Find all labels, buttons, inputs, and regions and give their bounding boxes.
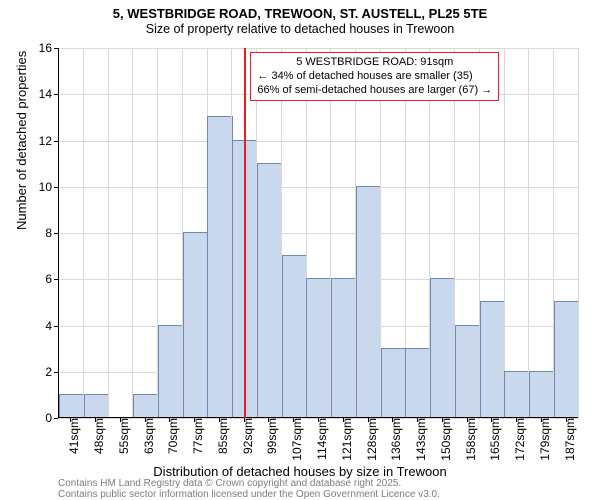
gridline-v bbox=[83, 48, 84, 418]
gridline-h bbox=[58, 233, 578, 234]
bar bbox=[207, 116, 232, 418]
xtick-label: 41sqm bbox=[68, 418, 82, 454]
gridline-v bbox=[132, 48, 133, 418]
annotation-line: 66% of semi-detached houses are larger (… bbox=[257, 84, 492, 98]
xtick-label: 55sqm bbox=[117, 418, 131, 454]
xtick-label: 143sqm bbox=[414, 418, 428, 461]
bar bbox=[381, 348, 406, 418]
page-subtitle: Size of property relative to detached ho… bbox=[0, 21, 600, 36]
gridline-v bbox=[108, 48, 109, 418]
xtick-label: 187sqm bbox=[563, 418, 577, 461]
y-axis-line bbox=[58, 48, 59, 418]
xtick-label: 136sqm bbox=[389, 418, 403, 461]
xtick-label: 158sqm bbox=[464, 418, 478, 461]
bar bbox=[84, 394, 109, 418]
ytick-label: 0 bbox=[45, 411, 52, 425]
xtick-label: 92sqm bbox=[241, 418, 255, 454]
xtick-label: 77sqm bbox=[191, 418, 205, 454]
ytick-label: 10 bbox=[39, 180, 52, 194]
xtick-label: 172sqm bbox=[513, 418, 527, 461]
bar bbox=[504, 371, 529, 418]
bar bbox=[455, 325, 480, 419]
xtick-label: 48sqm bbox=[92, 418, 106, 454]
reference-marker-line bbox=[244, 48, 246, 418]
gridline-v bbox=[578, 48, 579, 418]
bar bbox=[257, 163, 282, 418]
page-title: 5, WESTBRIDGE ROAD, TREWOON, ST. AUSTELL… bbox=[0, 0, 600, 21]
xtick-label: 70sqm bbox=[167, 418, 181, 454]
footer-line-1: Contains HM Land Registry data © Crown c… bbox=[58, 478, 440, 489]
annotation-box: 5 WESTBRIDGE ROAD: 91sqm← 34% of detache… bbox=[250, 52, 499, 101]
bar bbox=[405, 348, 430, 418]
bar bbox=[430, 278, 455, 418]
ytick-label: 6 bbox=[45, 272, 52, 286]
xtick-label: 63sqm bbox=[142, 418, 156, 454]
x-axis-line bbox=[58, 417, 578, 418]
ytick-label: 8 bbox=[45, 226, 52, 240]
bar bbox=[529, 371, 554, 418]
xtick-label: 99sqm bbox=[266, 418, 280, 454]
bar bbox=[282, 255, 307, 418]
xtick-label: 114sqm bbox=[315, 418, 329, 460]
xtick-label: 150sqm bbox=[439, 418, 453, 461]
xtick-label: 128sqm bbox=[365, 418, 379, 461]
footer-line-2: Contains public sector information licen… bbox=[58, 489, 440, 500]
xtick-label: 179sqm bbox=[538, 418, 552, 461]
xtick-label: 85sqm bbox=[216, 418, 230, 454]
ytick-label: 4 bbox=[45, 319, 52, 333]
ytick-label: 16 bbox=[39, 41, 52, 55]
bar bbox=[554, 301, 579, 418]
bar bbox=[331, 278, 356, 418]
bar bbox=[59, 394, 84, 418]
ytick-label: 14 bbox=[39, 87, 52, 101]
gridline-v bbox=[504, 48, 505, 418]
gridline-h bbox=[58, 187, 578, 188]
xtick-label: 121sqm bbox=[340, 418, 354, 461]
gridline-h bbox=[58, 48, 578, 49]
annotation-line: 5 WESTBRIDGE ROAD: 91sqm bbox=[257, 56, 492, 70]
bar bbox=[183, 232, 208, 418]
bar bbox=[158, 325, 183, 419]
x-axis-label: Distribution of detached houses by size … bbox=[0, 464, 600, 479]
ytick-label: 12 bbox=[39, 134, 52, 148]
ytick-label: 2 bbox=[45, 365, 52, 379]
annotation-line: ← 34% of detached houses are smaller (35… bbox=[257, 70, 492, 84]
bar bbox=[480, 301, 505, 418]
y-axis-label: Number of detached properties bbox=[14, 51, 29, 230]
gridline-v bbox=[528, 48, 529, 418]
chart-plot-area: 024681012141641sqm48sqm55sqm63sqm70sqm77… bbox=[58, 48, 578, 418]
bar bbox=[133, 394, 158, 418]
ytick-mark bbox=[54, 418, 58, 419]
xtick-label: 107sqm bbox=[290, 418, 304, 461]
bar bbox=[306, 278, 331, 418]
xtick-label: 165sqm bbox=[489, 418, 503, 461]
footer-attribution: Contains HM Land Registry data © Crown c… bbox=[58, 478, 440, 500]
gridline-h bbox=[58, 141, 578, 142]
bar bbox=[356, 186, 381, 418]
